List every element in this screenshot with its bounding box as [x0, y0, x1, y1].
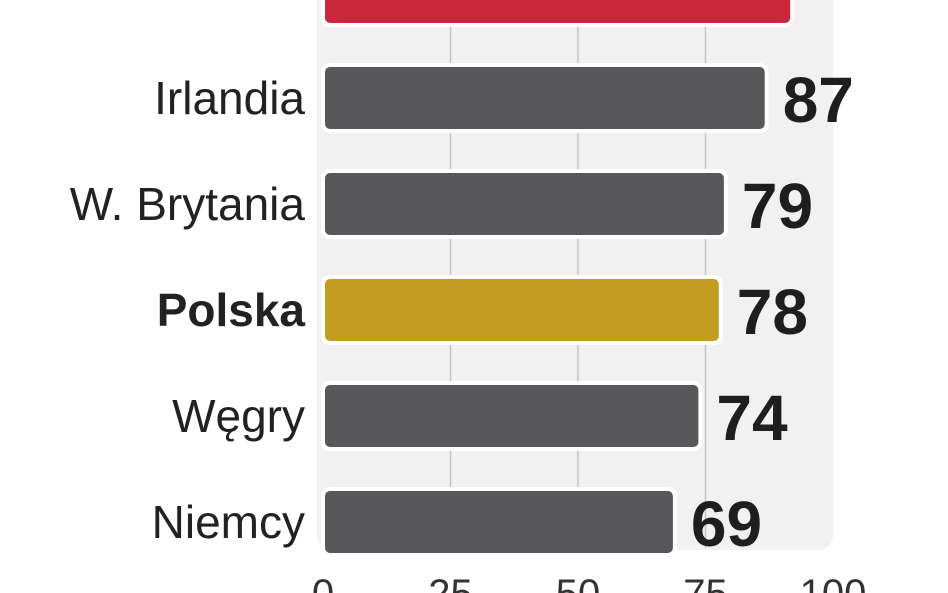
category-label-3: W. Brytania [70, 178, 306, 230]
bar-3 [321, 169, 728, 239]
category-label-6: Niemcy [152, 496, 305, 548]
x-tick-label-0: 0 [312, 572, 334, 593]
bar-2 [321, 63, 769, 133]
category-label-5: Węgry [172, 390, 305, 442]
category-label-2: Irlandia [154, 72, 305, 124]
value-label-4: 78 [737, 276, 808, 348]
bar-6 [321, 487, 677, 557]
value-label-6: 69 [691, 488, 762, 560]
bar-4 [321, 275, 723, 345]
x-tick-label-75: 75 [683, 572, 728, 593]
value-label-3: 79 [742, 170, 813, 242]
bar-1 [321, 0, 795, 27]
value-label-5: 74 [716, 382, 788, 454]
x-tick-label-25: 25 [428, 572, 473, 593]
x-axis-ticks: 0 25 50 75 100 [312, 572, 867, 593]
category-labels: Irlandia W. Brytania Polska Węgry Niemcy [70, 72, 306, 548]
bars [321, 0, 795, 557]
value-labels: 87 79 78 74 69 [691, 64, 854, 560]
value-label-2: 87 [783, 64, 854, 136]
x-tick-label-50: 50 [556, 572, 601, 593]
bar-5 [321, 381, 703, 451]
x-tick-label-100: 100 [800, 572, 867, 593]
category-label-4: Polska [157, 284, 306, 336]
